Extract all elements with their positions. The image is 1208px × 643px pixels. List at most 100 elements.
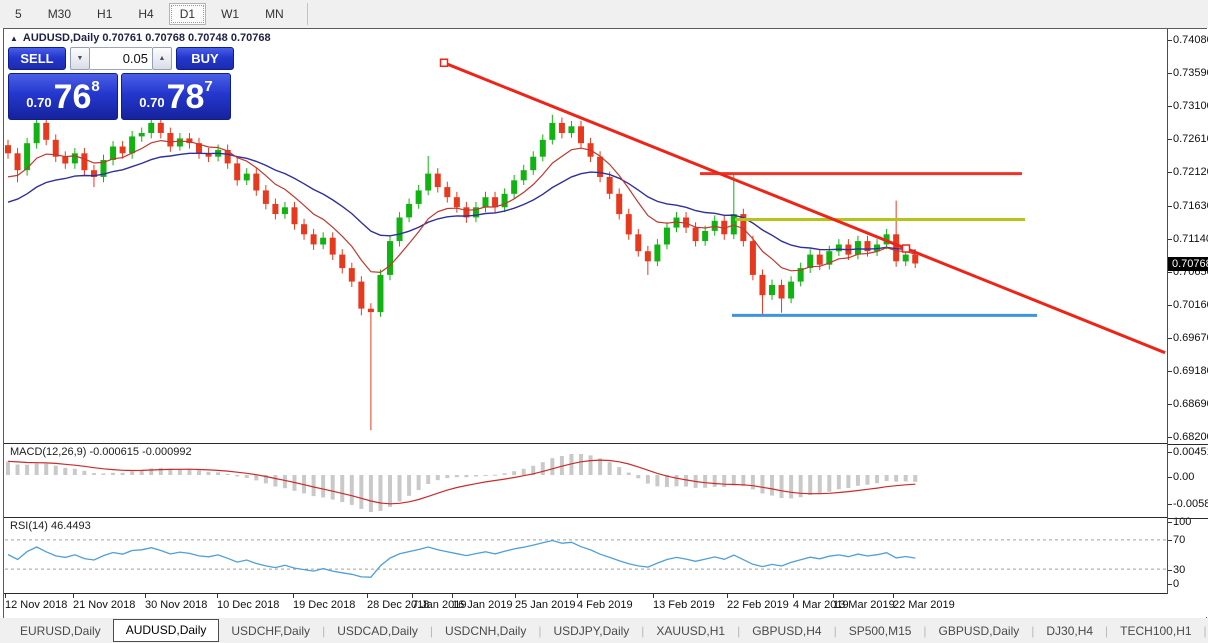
macd-histogram-bar [760, 475, 765, 494]
chart-tab-dj30[interactable]: DJ30,H4 [1046, 623, 1094, 638]
date-axis[interactable]: 12 Nov 2018 21 Nov 2018 30 Nov 2018 10 Dec … [4, 594, 1207, 617]
date-label: 16 Jan 2019 [452, 599, 513, 611]
axis-tick-mark [1168, 404, 1172, 405]
volume-increase-button[interactable]: ▲ [152, 47, 172, 70]
date-tick-mark [293, 594, 294, 598]
candle-body [281, 207, 288, 215]
axis-tick-mark [1168, 540, 1172, 541]
candle-body [110, 146, 117, 160]
timeframe-button-d1[interactable]: D1 [168, 3, 207, 25]
macd-histogram-bar [168, 468, 173, 475]
chart-tab-usdchf[interactable]: USDCHF,Daily [231, 623, 311, 638]
macd-histogram-bar [82, 470, 87, 475]
price-chart-canvas[interactable] [4, 29, 1167, 594]
axis-pane-separator [1168, 517, 1208, 519]
timeframe-button-5[interactable]: 5 [15, 7, 22, 21]
macd-histogram-bar [216, 472, 221, 475]
candle-body [692, 227, 699, 242]
axis-tick-mark [1168, 477, 1172, 478]
buy-button[interactable]: BUY [176, 47, 234, 70]
macd-histogram-bar [664, 475, 669, 487]
candle-body [444, 187, 451, 198]
chart-tab-usdcad[interactable]: USDCAD,Daily [337, 623, 418, 638]
candle-body [367, 308, 374, 313]
candle-body [854, 241, 861, 255]
macd-histogram-bar [884, 475, 889, 482]
candle-body [578, 126, 584, 144]
timeframe-button-h1[interactable]: H1 [97, 7, 113, 21]
date-label: 30 Nov 2018 [145, 599, 208, 611]
chart-tab-eurusd[interactable]: EURUSD,Daily [20, 623, 101, 638]
collapse-triangle-icon[interactable]: ▲ [10, 33, 18, 43]
macd-histogram-bar [559, 456, 564, 475]
sell-price-box[interactable]: 0.70 76 8 [8, 73, 118, 120]
chart-tab-tech100[interactable]: TECH100,H1 [1120, 623, 1192, 638]
macd-histogram-bar [483, 475, 488, 476]
buy-price-box[interactable]: 0.70 78 7 [121, 73, 231, 120]
macd-histogram-bar [817, 475, 822, 494]
date-tick-mark [515, 594, 516, 598]
macd-histogram-bar [684, 475, 689, 487]
candle-body [683, 217, 690, 228]
chart-tab-usdjpy[interactable]: USDJPY,Daily [553, 623, 630, 638]
axis-tick-mark [1168, 40, 1172, 41]
macd-histogram-bar [359, 475, 364, 509]
macd-histogram-bar [330, 475, 335, 500]
macd-histogram-bar [531, 465, 536, 475]
timeframe-button-h4[interactable]: H4 [138, 7, 154, 21]
volume-input[interactable] [90, 47, 152, 70]
candle-body [100, 160, 107, 177]
tab-separator: | [1203, 623, 1207, 638]
buy-price-prefix: 0.70 [139, 95, 165, 110]
macd-histogram-bar [712, 475, 717, 487]
macd-histogram-bar [855, 475, 860, 486]
macd-histogram-bar [875, 475, 880, 484]
macd-histogram-bar [435, 475, 440, 481]
chart-tab-xauusd[interactable]: XAUUSD,H1 [656, 623, 726, 638]
tab-separator: | [641, 623, 645, 638]
date-label: 13 Mar 2019 [833, 599, 895, 611]
candle-body [167, 133, 174, 147]
chart-tab-bar: EURUSD,Daily AUDUSD,Daily USDCHF,Daily | USD… [0, 618, 1208, 643]
macd-histogram-bar [521, 468, 526, 475]
timeframe-button-mn[interactable]: MN [265, 7, 284, 21]
macd-histogram-bar [72, 468, 77, 475]
timeframe-button-w1[interactable]: W1 [221, 7, 240, 21]
date-label: 19 Dec 2018 [293, 599, 356, 611]
timeframe-button-m30[interactable]: M30 [47, 7, 72, 21]
candle-body [62, 156, 69, 164]
date-label: 12 Nov 2018 [5, 599, 68, 611]
macd-histogram-bar [846, 475, 851, 488]
candle-body [71, 153, 78, 164]
macd-histogram-bar [598, 458, 603, 475]
date-tick-mark [217, 594, 218, 598]
macd-histogram-bar [827, 475, 832, 492]
macd-histogram-bar [244, 475, 249, 478]
chart-tab-gbpusd[interactable]: GBPUSD,H4 [752, 623, 822, 638]
macd-histogram-bar [550, 458, 555, 475]
macd-histogram-bar [311, 475, 316, 497]
macd-histogram-bar [254, 475, 259, 481]
axis-price-label: 0.004517 [1173, 446, 1208, 458]
macd-histogram-bar [770, 475, 774, 496]
macd-histogram-bar [225, 473, 230, 475]
chart-tab-audusd[interactable]: AUDUSD,Daily [112, 619, 220, 642]
chart-tab-gbpusd[interactable]: GBPUSD,Daily [938, 623, 1020, 638]
macd-histogram-bar [750, 475, 755, 490]
axis-price-label: 0.00 [1173, 471, 1195, 483]
sell-button[interactable]: SELL [8, 47, 66, 70]
axis-tick-mark [1168, 437, 1172, 438]
date-tick-mark [577, 594, 578, 598]
candle-body [234, 163, 241, 181]
volume-decrease-button[interactable]: ▼ [70, 47, 90, 70]
candle-body [597, 156, 604, 177]
macd-histogram-bar [473, 475, 478, 477]
candle-body [807, 254, 814, 269]
chart-tab-sp500[interactable]: SP500,M15 [848, 623, 912, 638]
tab-separator: | [833, 623, 837, 638]
chart-tab-usdcnh[interactable]: USDCNH,Daily [445, 623, 527, 638]
date-tick-mark [893, 594, 894, 598]
